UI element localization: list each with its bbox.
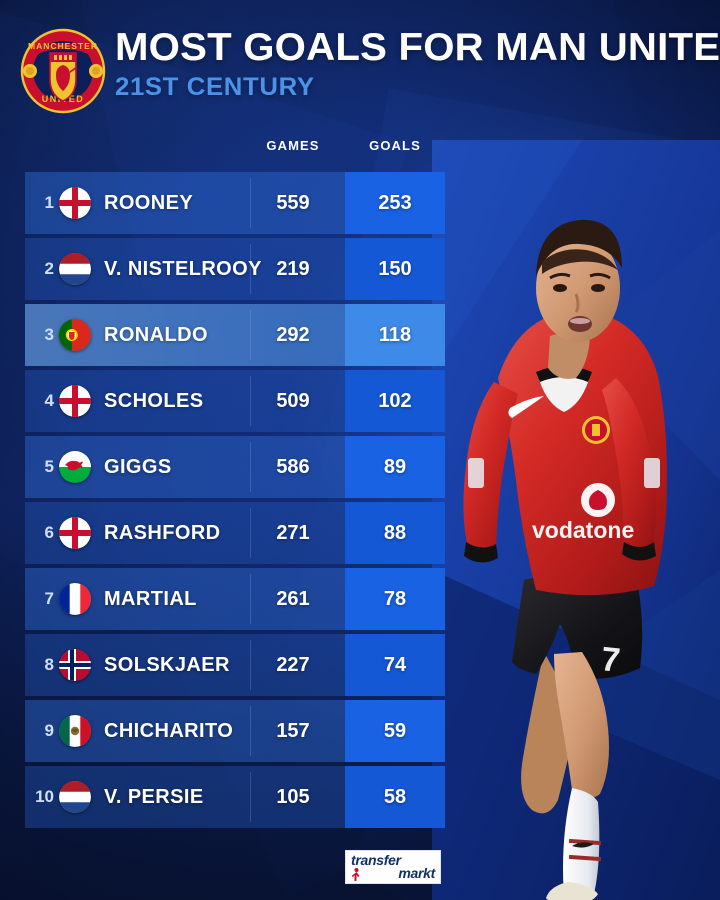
- column-header-goals: GOALS: [369, 138, 421, 153]
- games-value: 586: [276, 455, 310, 478]
- table-row[interactable]: 9 CHICHARITO 157 59: [0, 698, 460, 764]
- portugal-flag-icon: [59, 319, 91, 351]
- table-row[interactable]: 7 MARTIAL 261 78: [0, 566, 460, 632]
- table-row[interactable]: 4 SCHOLES 509 102: [0, 368, 460, 434]
- england-flag-icon: [59, 385, 91, 417]
- goals-value: 74: [383, 653, 407, 676]
- svg-text:MANCHESTER: MANCHESTER: [28, 41, 98, 51]
- rank-number: 8: [44, 655, 54, 674]
- goals-value: 59: [383, 719, 407, 742]
- games-value: 105: [276, 785, 310, 808]
- manchester-united-crest-icon: MANCHESTER UNITED: [20, 27, 106, 115]
- goals-value: 150: [378, 257, 412, 280]
- table-row[interactable]: 5 GIGGS 586 89: [0, 434, 460, 500]
- games-value: 509: [276, 389, 310, 412]
- games-value: 227: [276, 653, 310, 676]
- rank-number: 2: [44, 259, 54, 278]
- wales-flag-icon: [59, 451, 91, 483]
- table-row[interactable]: 6 RASHFORD 271 88: [0, 500, 460, 566]
- svg-text:vodatone: vodatone: [532, 517, 634, 543]
- games-value: 271: [276, 521, 310, 544]
- player-name: MARTIAL: [104, 587, 197, 610]
- transfermarkt-logo-line2: markt: [398, 865, 435, 881]
- table-rows: 1 ROONEY 559 253 2 V. NISTELROOY 219 150 3 RONALD…: [0, 170, 460, 830]
- player-name: GIGGS: [104, 455, 172, 478]
- table-row[interactable]: 10 V. PERSIE 105 58: [0, 764, 460, 830]
- player-name: SCHOLES: [104, 389, 204, 412]
- rank-number: 4: [44, 391, 54, 410]
- header: MANCHESTER UNITED MOST GOALS FOR MAN UNI…: [0, 0, 720, 130]
- player-name: RONALDO: [104, 323, 208, 346]
- column-headers: GAMES GOALS: [0, 132, 460, 170]
- table-row[interactable]: 1 ROONEY 559 253: [0, 170, 460, 236]
- player-name: CHICHARITO: [104, 719, 234, 742]
- cristiano-ronaldo-photo: 7: [432, 140, 720, 900]
- rank-number: 5: [44, 457, 54, 476]
- transfermarkt-logo: transfer markt: [345, 850, 441, 884]
- england-flag-icon: [59, 517, 91, 549]
- goals-value: 118: [378, 323, 412, 346]
- table-row[interactable]: 8 SOLSKJAER 227 74: [0, 632, 460, 698]
- page-subtitle: 21ST CENTURY: [115, 73, 315, 101]
- svg-text:7: 7: [599, 640, 622, 680]
- england-flag-icon: [59, 187, 91, 219]
- games-value: 157: [276, 719, 310, 742]
- netherlands-flag-icon: [59, 253, 91, 285]
- footer: transfer markt: [0, 848, 720, 900]
- goals-value: 58: [383, 785, 407, 808]
- goals-value: 88: [383, 521, 407, 544]
- rank-number: 10: [35, 787, 54, 806]
- column-header-games: GAMES: [266, 138, 320, 153]
- goals-value: 253: [378, 191, 412, 214]
- player-name: RASHFORD: [104, 521, 221, 544]
- player-name: V. PERSIE: [104, 785, 204, 808]
- mexico-flag-icon: [59, 715, 91, 747]
- title-block: MOST GOALS FOR MAN UNITED 21ST CENTURY: [115, 26, 720, 102]
- table-row[interactable]: 2 V. NISTELROOY 219 150: [0, 236, 460, 302]
- page-title: MOST GOALS FOR MAN UNITED: [115, 26, 720, 69]
- games-value: 261: [276, 587, 310, 610]
- goals-value: 89: [383, 455, 407, 478]
- player-name: SOLSKJAER: [104, 653, 230, 676]
- rank-number: 7: [44, 589, 54, 608]
- goals-value: 102: [378, 389, 412, 412]
- norway-flag-icon: [59, 649, 91, 681]
- games-value: 292: [276, 323, 310, 346]
- ranking-table: GAMES GOALS 1 ROONEY 559 253 2 V. NISTELROOY 2…: [0, 132, 460, 830]
- games-value: 559: [276, 191, 310, 214]
- transfermarkt-figure-icon: [352, 868, 360, 881]
- rank-number: 3: [44, 325, 54, 344]
- player-name: ROONEY: [104, 191, 194, 214]
- rank-number: 9: [44, 721, 54, 740]
- player-name: V. NISTELROOY: [104, 257, 262, 280]
- france-flag-icon: [59, 583, 91, 615]
- table-row[interactable]: 3 RONALDO 292 118: [0, 302, 460, 368]
- games-value: 219: [276, 257, 310, 280]
- goals-value: 78: [383, 587, 407, 610]
- netherlands-flag-icon: [59, 781, 91, 813]
- rank-number: 1: [44, 193, 54, 212]
- rank-number: 6: [44, 523, 54, 542]
